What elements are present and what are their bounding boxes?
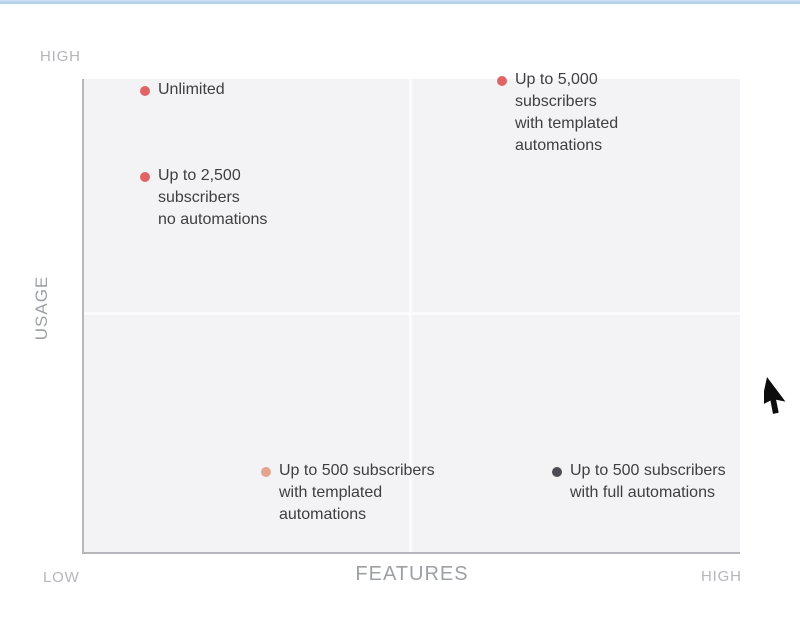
data-point-500-full: Up to 500 subscribers with full automati… (552, 460, 726, 504)
window-edge-strip (0, 0, 800, 4)
point-label: Up to 500 subscribers with full automati… (570, 462, 726, 501)
point-label: Up to 500 subscribers with templated aut… (279, 462, 435, 523)
data-point-500-templated: Up to 500 subscribers with templated aut… (261, 460, 435, 526)
x-axis-high-label: HIGH (701, 568, 742, 585)
y-axis-line (82, 79, 84, 554)
point-dot (552, 467, 562, 477)
point-dot (497, 76, 507, 86)
origin-low-label: LOW (43, 569, 80, 586)
point-label: Unlimited (158, 81, 225, 98)
quadrant-divider-horizontal (84, 312, 740, 315)
quadrant-divider-vertical (409, 79, 412, 552)
point-label: Up to 2,500 subscribers no automations (158, 167, 268, 228)
data-point-2500-subscribers: Up to 2,500 subscribers no automations (140, 165, 267, 231)
x-axis-line (82, 552, 740, 554)
y-axis-high-label: HIGH (40, 48, 81, 65)
data-point-unlimited: Unlimited (140, 79, 225, 101)
point-dot (140, 172, 150, 182)
point-label: Up to 5,000 subscribers with templated a… (515, 71, 619, 154)
data-point-5000-subscribers: Up to 5,000 subscribers with templated a… (497, 69, 618, 157)
mouse-cursor-icon (764, 377, 786, 414)
point-dot (140, 86, 150, 96)
x-axis-title: FEATURES (355, 563, 469, 585)
quadrant-chart-area (84, 79, 740, 552)
point-dot (261, 467, 271, 477)
